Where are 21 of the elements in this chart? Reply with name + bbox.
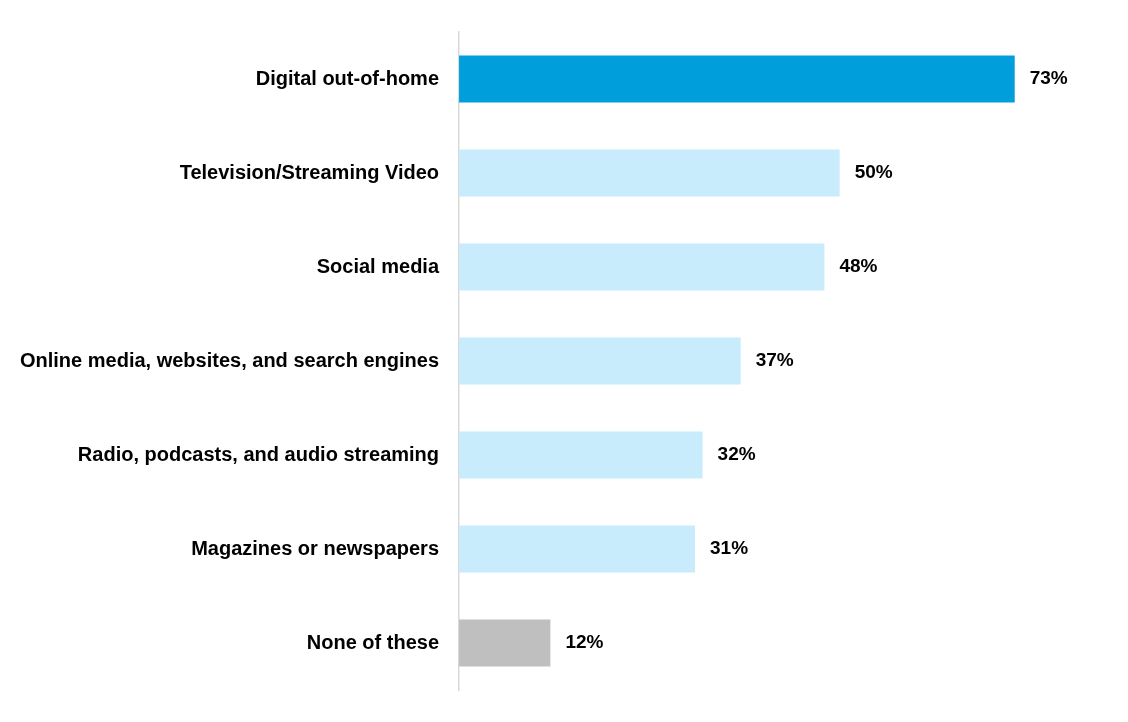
y-tick-label: Television/Streaming Video xyxy=(179,160,440,183)
bar xyxy=(459,619,551,667)
bar xyxy=(459,431,703,479)
data-label: 37% xyxy=(755,349,794,371)
bar xyxy=(459,525,696,573)
y-tick-label: Magazines or newspapers xyxy=(191,536,440,559)
bar xyxy=(459,243,825,291)
data-label: 73% xyxy=(1029,67,1068,89)
bar xyxy=(459,55,1015,103)
data-label: 48% xyxy=(839,255,878,277)
bar xyxy=(459,337,741,385)
y-tick-label: Digital out-of-home xyxy=(255,66,440,89)
data-label: 31% xyxy=(710,537,749,559)
data-label: 50% xyxy=(854,161,893,183)
y-tick-label: Social media xyxy=(316,254,440,277)
data-label: 32% xyxy=(717,443,756,465)
y-tick-label: Radio, podcasts, and audio streaming xyxy=(77,442,440,465)
data-label: 12% xyxy=(565,631,604,653)
bar xyxy=(459,149,840,197)
y-tick-label: Online media, websites, and search engines xyxy=(19,348,440,371)
y-tick-label: None of these xyxy=(306,630,440,653)
